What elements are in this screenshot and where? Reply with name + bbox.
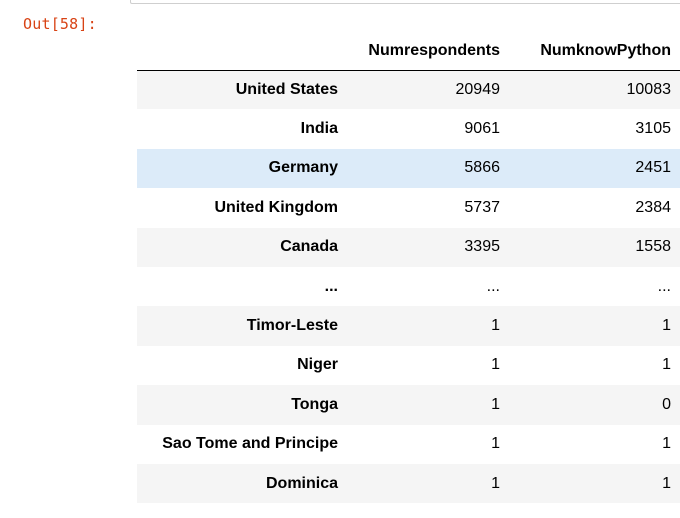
numknowpython-cell: 1 — [662, 435, 671, 453]
numrespondents-cell: 1 — [491, 435, 500, 453]
numknowpython-cell: ... — [657, 277, 671, 295]
table-row: United Kingdom 5737 2384 — [137, 188, 680, 228]
index-header — [137, 32, 347, 71]
numknowpython-cell: 1558 — [635, 238, 671, 256]
previous-cell-border — [130, 0, 680, 4]
numknowpython-cell: 2384 — [635, 198, 671, 216]
row-index-label: India — [300, 120, 338, 138]
row-index-label: ... — [324, 277, 338, 295]
row-index-label: United States — [235, 80, 338, 98]
numknowpython-cell: 3105 — [635, 120, 671, 138]
row-index-label: Tonga — [291, 395, 338, 413]
table-row: Sao Tome and Principe 1 1 — [137, 424, 680, 464]
numknowpython-cell: 10083 — [626, 80, 672, 98]
table-row: Dominica 1 1 — [137, 463, 680, 504]
table-row: Canada 3395 1558 — [137, 227, 680, 267]
table-row: Niger 1 1 — [137, 345, 680, 386]
column-header-numknowpython: NumknowPython — [509, 32, 680, 71]
numrespondents-cell: 5737 — [464, 198, 500, 216]
table-row-highlighted: Germany 5866 2451 — [137, 148, 680, 189]
table-row: United States 20949 10083 — [137, 70, 680, 110]
row-index-label: Germany — [268, 159, 338, 177]
numrespondents-cell: 5866 — [464, 159, 500, 177]
numrespondents-cell: 1 — [491, 474, 500, 492]
numrespondents-cell: 1 — [491, 395, 500, 413]
table-row: Tonga 1 0 — [137, 385, 680, 425]
header-row: Numrespondents NumknowPython — [137, 32, 680, 71]
table-row: India 9061 3105 — [137, 109, 680, 149]
row-index-label: Timor-Leste — [246, 317, 338, 335]
output-prompt: Out[58]: — [23, 15, 97, 33]
row-index-label: Sao Tome and Principe — [162, 435, 338, 453]
numknowpython-cell: 0 — [662, 395, 671, 413]
table-row: Timor-Leste 1 1 — [137, 306, 680, 346]
row-index-label: United Kingdom — [214, 198, 338, 216]
column-header-numrespondents: Numrespondents — [347, 32, 509, 71]
numrespondents-cell: ... — [486, 277, 500, 295]
numknowpython-cell: 1 — [662, 317, 671, 335]
numrespondents-cell: 1 — [491, 317, 500, 335]
numknowpython-cell: 1 — [662, 474, 671, 492]
numrespondents-cell: 3395 — [464, 238, 500, 256]
dataframe-table: Numrespondents NumknowPython United Stat… — [137, 32, 680, 504]
table-row-ellipsis: ... ... ... — [137, 266, 680, 307]
numrespondents-cell: 9061 — [464, 120, 500, 138]
numrespondents-cell: 1 — [491, 356, 500, 374]
numknowpython-cell: 1 — [662, 356, 671, 374]
row-index-label: Canada — [280, 238, 338, 256]
numrespondents-cell: 20949 — [455, 80, 501, 98]
row-index-label: Dominica — [265, 474, 338, 492]
row-index-label: Niger — [297, 356, 338, 374]
numknowpython-cell: 2451 — [635, 159, 671, 177]
